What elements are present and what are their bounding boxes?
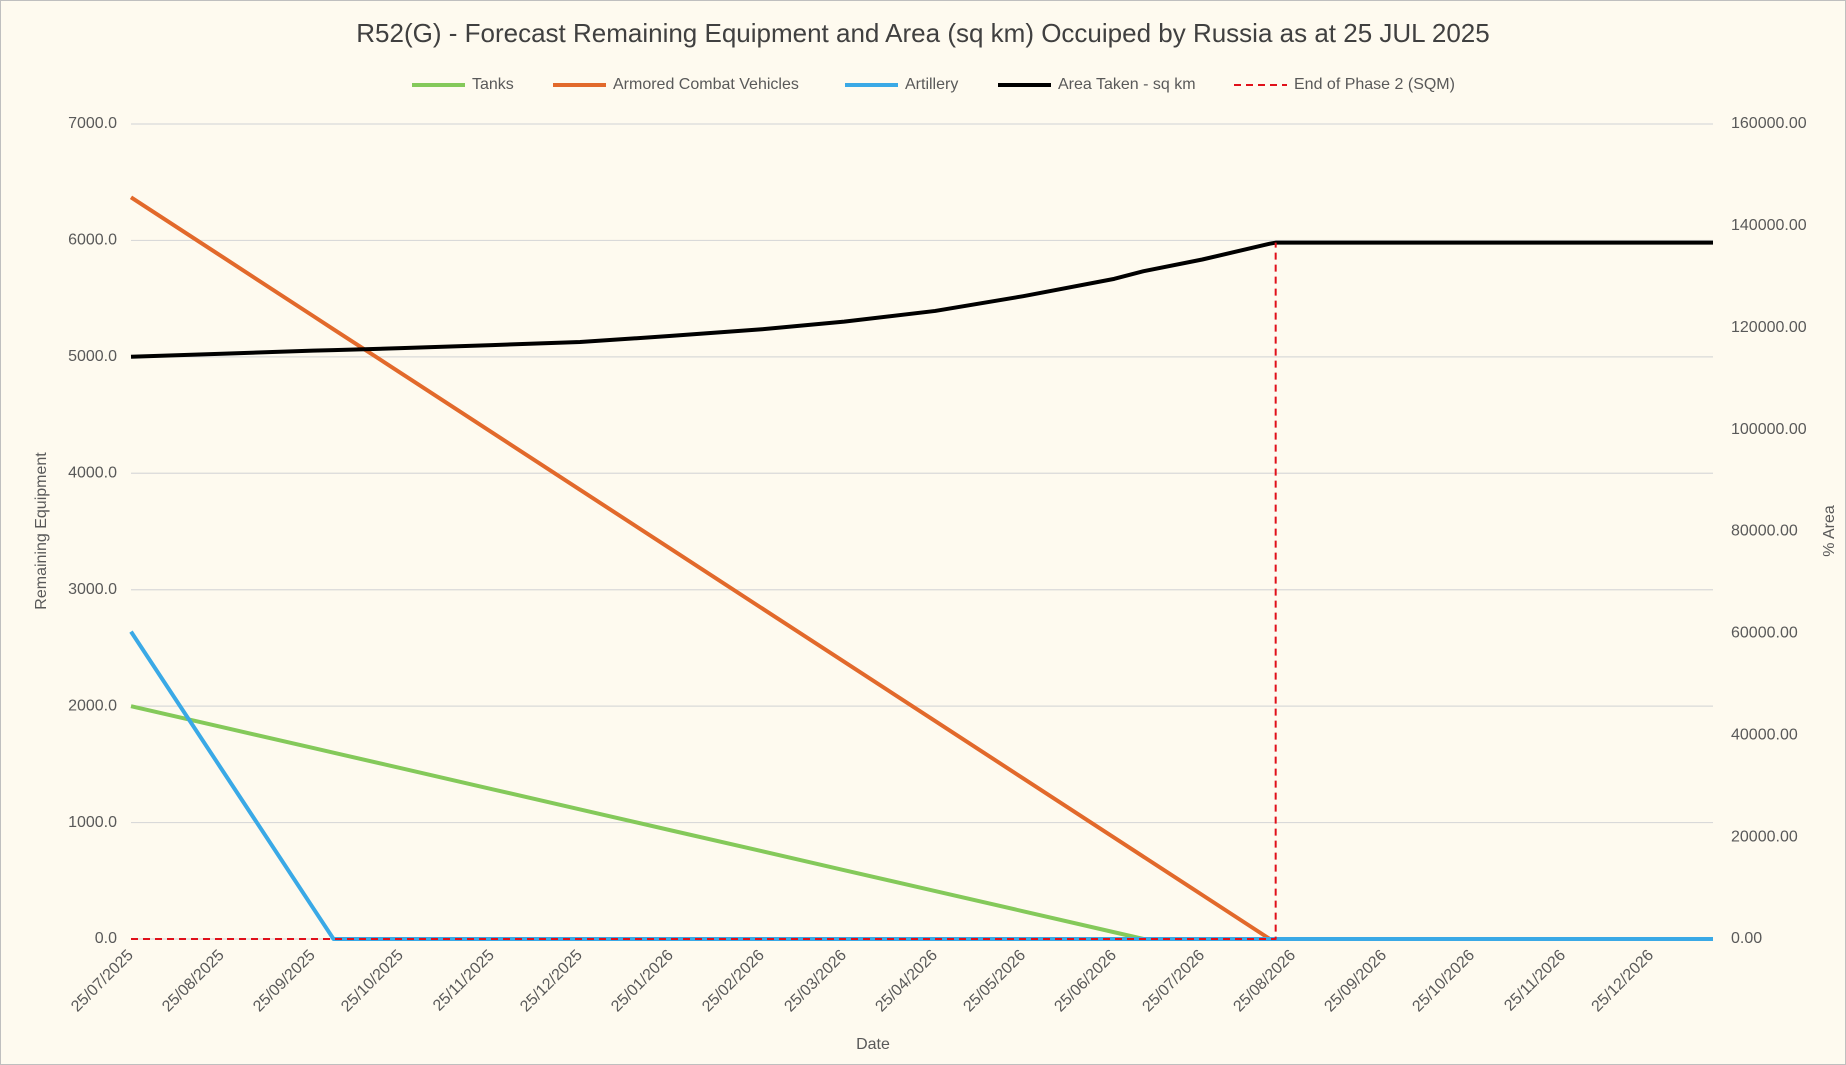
y2-tick-label: 120000.00 — [1731, 319, 1807, 336]
y-tick-label: 7000.0 — [68, 115, 117, 132]
y2-tick-label: 20000.00 — [1731, 828, 1798, 845]
y2-tick-label: 0.00 — [1731, 930, 1762, 947]
legend-label: Armored Combat Vehicles — [613, 76, 799, 93]
legend-label: Tanks — [472, 76, 514, 93]
y-tick-label: 6000.0 — [68, 232, 117, 249]
legend-label: End of Phase 2 (SQM) — [1294, 76, 1455, 93]
legend-label: Area Taken - sq km — [1058, 76, 1196, 93]
y2-tick-label: 60000.00 — [1731, 625, 1798, 642]
chart-title: R52(G) - Forecast Remaining Equipment an… — [356, 18, 1489, 48]
y2-axis-title: % Area — [1821, 505, 1838, 557]
y-tick-label: 2000.0 — [68, 697, 117, 714]
y-tick-label: 5000.0 — [68, 348, 117, 365]
y-tick-label: 3000.0 — [68, 581, 117, 598]
y2-tick-label: 40000.00 — [1731, 726, 1798, 743]
y2-tick-label: 140000.00 — [1731, 217, 1807, 234]
y-tick-label: 4000.0 — [68, 465, 117, 482]
series-line — [130, 240, 1713, 359]
y2-tick-label: 100000.00 — [1731, 421, 1807, 438]
x-axis-title: Date — [856, 1036, 890, 1053]
y-axis-title: Remaining Equipment — [33, 452, 50, 610]
y2-tick-label: 160000.00 — [1731, 115, 1807, 132]
legend-label: Artillery — [905, 76, 958, 93]
y2-tick-label: 80000.00 — [1731, 523, 1798, 540]
y-tick-label: 1000.0 — [68, 814, 117, 831]
y-tick-label: 0.0 — [95, 930, 117, 947]
series-line — [131, 242, 1277, 940]
